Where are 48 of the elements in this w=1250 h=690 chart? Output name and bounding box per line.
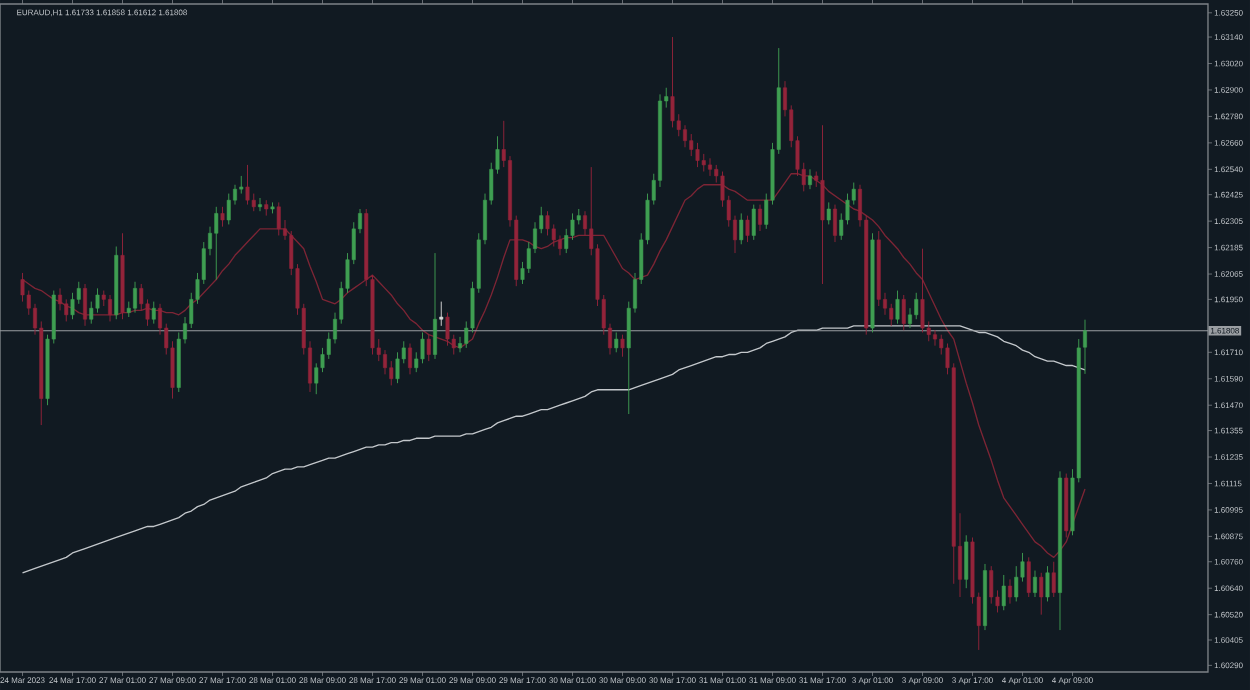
candlestick (1001, 574, 1006, 611)
candlestick (276, 201, 281, 236)
candlestick (620, 334, 625, 358)
candlestick (1051, 561, 1056, 598)
candlestick (989, 565, 994, 605)
candlestick (108, 294, 112, 322)
candlestick (58, 287, 62, 311)
candlestick (445, 312, 450, 347)
candlestick (133, 281, 137, 314)
candlestick (833, 204, 837, 243)
candlestick (245, 164, 250, 206)
candlestick (214, 206, 219, 281)
candlestick (151, 301, 156, 325)
candlestick (420, 331, 425, 364)
candlestick (1039, 572, 1044, 616)
candlestick (808, 168, 812, 190)
candlestick (1008, 578, 1012, 605)
candlestick (901, 294, 906, 331)
candlestick (433, 252, 437, 360)
candlestick (826, 201, 831, 225)
candlestick (670, 36, 675, 128)
candlestick (964, 534, 969, 589)
candlestick (439, 301, 444, 327)
candlestick (426, 334, 431, 362)
candlestick (739, 212, 744, 245)
candlestick (558, 234, 562, 256)
candlestick (83, 283, 87, 327)
candlestick (1045, 565, 1050, 602)
candlestick (745, 215, 750, 243)
candlestick (220, 206, 225, 228)
candlestick (408, 343, 412, 375)
candlestick (258, 197, 262, 212)
candlestick (895, 290, 900, 325)
candlestick (695, 142, 700, 168)
candlestick (1026, 556, 1031, 598)
candlestick (751, 204, 756, 241)
candlestick (908, 307, 912, 329)
candlestick (933, 329, 937, 347)
candlestick (708, 157, 712, 177)
candlestick (614, 331, 619, 353)
candlestick (226, 193, 231, 225)
candlestick (1033, 570, 1037, 598)
candlestick (820, 124, 825, 285)
candlestick (914, 292, 919, 320)
candlestick (383, 349, 387, 375)
candlestick (683, 124, 687, 148)
candlestick (758, 204, 762, 232)
candlestick (920, 248, 925, 333)
